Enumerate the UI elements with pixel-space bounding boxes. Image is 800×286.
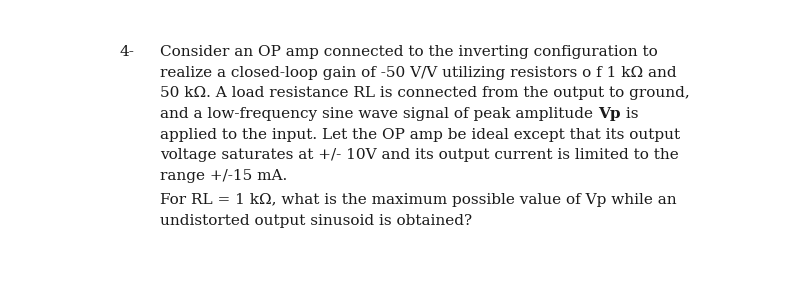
Text: voltage saturates at +/- 10V and its output current is limited to the: voltage saturates at +/- 10V and its out… bbox=[161, 148, 679, 162]
Text: Consider an OP amp connected to the inverting configuration to: Consider an OP amp connected to the inve… bbox=[161, 45, 658, 59]
Text: Vp: Vp bbox=[598, 107, 621, 121]
Text: is: is bbox=[621, 107, 638, 121]
Text: and a low-frequency sine wave signal of peak amplitude: and a low-frequency sine wave signal of … bbox=[161, 107, 598, 121]
Text: 4-: 4- bbox=[119, 45, 134, 59]
Text: undistorted output sinusoid is obtained?: undistorted output sinusoid is obtained? bbox=[161, 214, 473, 228]
Text: 50 kΩ. A load resistance RL is connected from the output to ground,: 50 kΩ. A load resistance RL is connected… bbox=[161, 86, 690, 100]
Text: For RL = 1 kΩ, what is the maximum possible value of Vp while an: For RL = 1 kΩ, what is the maximum possi… bbox=[161, 193, 677, 207]
Text: applied to the input. Let the OP amp be ideal except that its output: applied to the input. Let the OP amp be … bbox=[161, 128, 681, 142]
Text: realize a closed-loop gain of -50 V/V utilizing resistors o f 1 kΩ and: realize a closed-loop gain of -50 V/V ut… bbox=[161, 66, 677, 80]
Text: range +/-15 mA.: range +/-15 mA. bbox=[161, 169, 288, 183]
